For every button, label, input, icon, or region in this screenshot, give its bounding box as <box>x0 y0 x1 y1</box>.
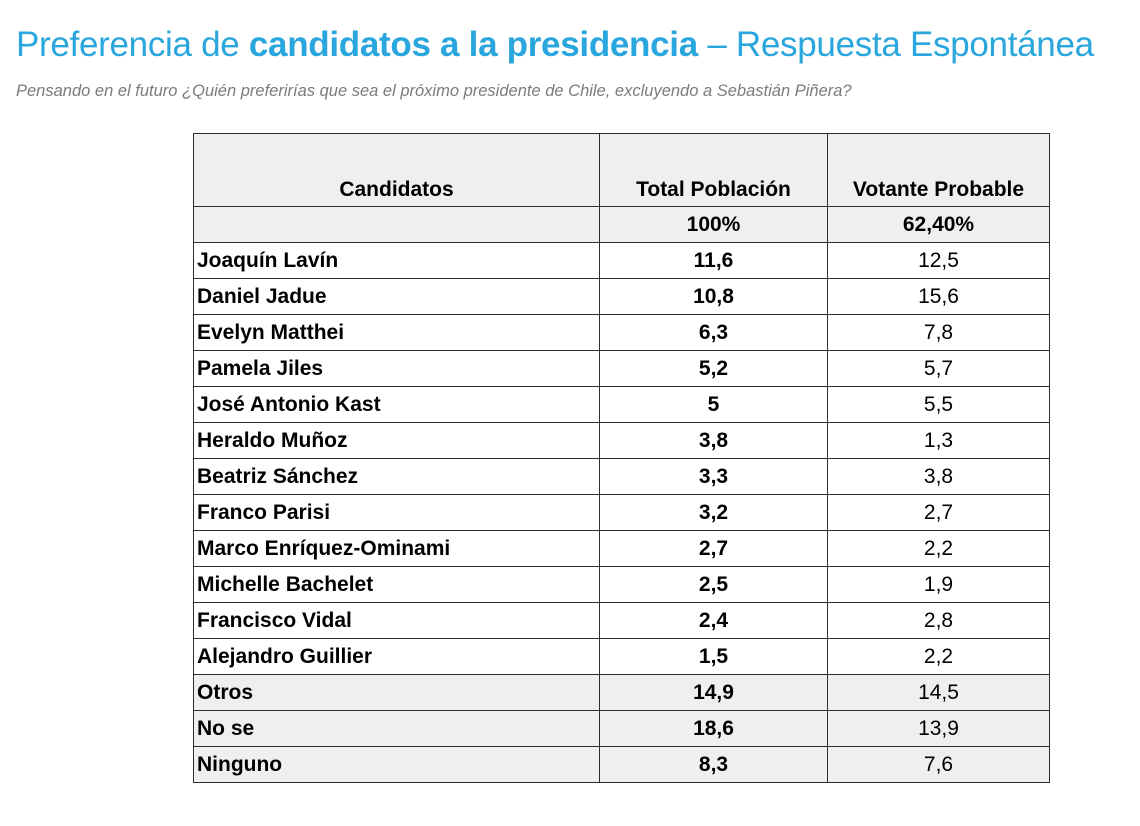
total-value: 10,8 <box>599 278 828 315</box>
candidates-table: Candidatos Total Población Votante Proba… <box>193 133 1050 783</box>
total-value: 6,3 <box>599 314 828 351</box>
probable-value: 12,5 <box>827 242 1050 279</box>
candidate-name: Otros <box>193 674 600 711</box>
candidate-name: Heraldo Muñoz <box>193 422 600 459</box>
probable-value: 7,6 <box>827 746 1050 783</box>
total-value: 5,2 <box>599 350 828 387</box>
total-value: 3,3 <box>599 458 828 495</box>
table-row: Marco Enríquez-Ominami 2,7 2,2 <box>193 530 1050 567</box>
table-row: José Antonio Kast 5 5,5 <box>193 386 1050 423</box>
total-value: 18,6 <box>599 710 828 747</box>
candidate-name: Pamela Jiles <box>193 350 600 387</box>
table-row: Beatriz Sánchez 3,3 3,8 <box>193 458 1050 495</box>
candidate-name: Ninguno <box>193 746 600 783</box>
total-value: 3,2 <box>599 494 828 531</box>
total-value: 5 <box>599 386 828 423</box>
candidate-name: Marco Enríquez-Ominami <box>193 530 600 567</box>
title-part-1: Preferencia de <box>16 25 249 64</box>
candidate-name: José Antonio Kast <box>193 386 600 423</box>
candidate-name: Franco Parisi <box>193 494 600 531</box>
table-row: No se 18,6 13,9 <box>193 710 1050 747</box>
total-value: 14,9 <box>599 674 828 711</box>
total-value: 2,5 <box>599 566 828 603</box>
page-title: Preferencia de candidatos a la presidenc… <box>16 22 1094 68</box>
probable-value: 5,7 <box>827 350 1050 387</box>
title-part-2: candidatos a la presidencia <box>248 25 698 64</box>
probable-value: 2,2 <box>827 638 1050 675</box>
probable-value: 2,8 <box>827 602 1050 639</box>
table-row: Alejandro Guillier 1,5 2,2 <box>193 638 1050 675</box>
header-votante-probable: Votante Probable <box>827 133 1050 207</box>
table-row: Evelyn Matthei 6,3 7,8 <box>193 314 1050 351</box>
probable-value: 5,5 <box>827 386 1050 423</box>
probable-value: 7,8 <box>827 314 1050 351</box>
table-row: Joaquín Lavín 11,6 12,5 <box>193 242 1050 279</box>
candidate-name: Daniel Jadue <box>193 278 600 315</box>
probable-value: 1,3 <box>827 422 1050 459</box>
table-row: Otros 14,9 14,5 <box>193 674 1050 711</box>
header-candidatos: Candidatos <box>193 133 600 207</box>
probable-value: 14,5 <box>827 674 1050 711</box>
total-value: 3,8 <box>599 422 828 459</box>
table-row: Pamela Jiles 5,2 5,7 <box>193 350 1050 387</box>
probable-value: 1,9 <box>827 566 1050 603</box>
total-value: 8,3 <box>599 746 828 783</box>
candidate-name: Francisco Vidal <box>193 602 600 639</box>
table-row: Ninguno 8,3 7,6 <box>193 746 1050 783</box>
candidate-name: Michelle Bachelet <box>193 566 600 603</box>
total-value: 2,4 <box>599 602 828 639</box>
title-part-3: – Respuesta Espontánea <box>697 25 1094 64</box>
total-value: 11,6 <box>599 242 828 279</box>
base-label <box>193 206 600 243</box>
probable-value: 15,6 <box>827 278 1050 315</box>
table-row: Daniel Jadue 10,8 15,6 <box>193 278 1050 315</box>
probable-value: 2,7 <box>827 494 1050 531</box>
candidate-name: Evelyn Matthei <box>193 314 600 351</box>
total-value: 1,5 <box>599 638 828 675</box>
header-total-poblacion: Total Población <box>599 133 828 207</box>
table-base-row: 100% 62,40% <box>193 206 1050 243</box>
base-total: 100% <box>599 206 828 243</box>
table-row: Heraldo Muñoz 3,8 1,3 <box>193 422 1050 459</box>
probable-value: 3,8 <box>827 458 1050 495</box>
probable-value: 2,2 <box>827 530 1050 567</box>
candidate-name: Beatriz Sánchez <box>193 458 600 495</box>
candidate-name: Joaquín Lavín <box>193 242 600 279</box>
candidate-name: No se <box>193 710 600 747</box>
probable-value: 13,9 <box>827 710 1050 747</box>
base-probable: 62,40% <box>827 206 1050 243</box>
total-value: 2,7 <box>599 530 828 567</box>
table-row: Franco Parisi 3,2 2,7 <box>193 494 1050 531</box>
candidate-name: Alejandro Guillier <box>193 638 600 675</box>
table-row: Francisco Vidal 2,4 2,8 <box>193 602 1050 639</box>
table-row: Michelle Bachelet 2,5 1,9 <box>193 566 1050 603</box>
table-header-row: Candidatos Total Población Votante Proba… <box>193 133 1050 207</box>
page-subtitle: Pensando en el futuro ¿Quién preferirías… <box>16 82 852 100</box>
